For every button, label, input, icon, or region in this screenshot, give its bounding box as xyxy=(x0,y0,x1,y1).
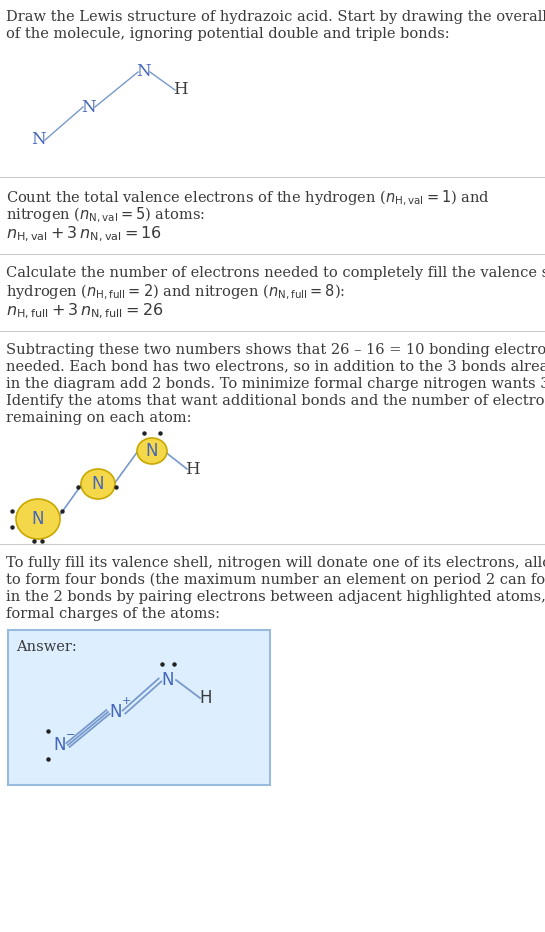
Text: Identify the atoms that want additional bonds and the number of electrons: Identify the atoms that want additional … xyxy=(6,394,545,408)
Text: To fully fill its valence shell, nitrogen will donate one of its electrons, allo: To fully fill its valence shell, nitroge… xyxy=(6,556,545,570)
Text: H: H xyxy=(200,689,212,707)
Text: nitrogen ($n_{\rm N,val} = 5$) atoms:: nitrogen ($n_{\rm N,val} = 5$) atoms: xyxy=(6,206,205,226)
Text: $n_{\rm H,val} + 3\,n_{\rm N,val} = 16$: $n_{\rm H,val} + 3\,n_{\rm N,val} = 16$ xyxy=(6,225,162,244)
Text: N: N xyxy=(136,63,150,80)
Text: Count the total valence electrons of the hydrogen ($n_{\rm H,val} = 1$) and: Count the total valence electrons of the… xyxy=(6,189,490,208)
Text: N: N xyxy=(110,703,122,721)
Text: needed. Each bond has two electrons, so in addition to the 3 bonds already prese: needed. Each bond has two electrons, so … xyxy=(6,360,545,374)
Text: H: H xyxy=(173,81,187,99)
Text: N: N xyxy=(81,99,95,116)
Text: hydrogen ($n_{\rm H,full} = 2$) and nitrogen ($n_{\rm N,full} = 8$):: hydrogen ($n_{\rm H,full} = 2$) and nitr… xyxy=(6,283,345,302)
Text: Subtracting these two numbers shows that 26 – 16 = 10 bonding electrons are: Subtracting these two numbers shows that… xyxy=(6,343,545,357)
Text: in the 2 bonds by pairing electrons between adjacent highlighted atoms, noting t: in the 2 bonds by pairing electrons betw… xyxy=(6,590,545,604)
Text: of the molecule, ignoring potential double and triple bonds:: of the molecule, ignoring potential doub… xyxy=(6,27,450,41)
Text: Calculate the number of electrons needed to completely fill the valence shells f: Calculate the number of electrons needed… xyxy=(6,266,545,280)
Text: in the diagram add 2 bonds. To minimize formal charge nitrogen wants 3 bonds.: in the diagram add 2 bonds. To minimize … xyxy=(6,377,545,391)
Text: N: N xyxy=(162,671,174,689)
Text: N: N xyxy=(146,442,158,460)
Text: $-$: $-$ xyxy=(65,728,75,738)
Ellipse shape xyxy=(137,438,167,464)
Text: $n_{\rm H,full} + 3\,n_{\rm N,full} = 26$: $n_{\rm H,full} + 3\,n_{\rm N,full} = 26… xyxy=(6,302,164,322)
Text: Draw the Lewis structure of hydrazoic acid. Start by drawing the overall structu: Draw the Lewis structure of hydrazoic ac… xyxy=(6,10,545,24)
Text: formal charges of the atoms:: formal charges of the atoms: xyxy=(6,607,220,621)
Text: N: N xyxy=(54,736,66,754)
Ellipse shape xyxy=(16,499,60,539)
Text: remaining on each atom:: remaining on each atom: xyxy=(6,411,191,425)
Text: $+$: $+$ xyxy=(121,694,131,706)
Text: N: N xyxy=(31,131,45,148)
Text: H: H xyxy=(185,460,199,477)
Text: to form four bonds (the maximum number an element on period 2 can form). Fill: to form four bonds (the maximum number a… xyxy=(6,573,545,587)
Ellipse shape xyxy=(81,469,115,499)
Text: Answer:: Answer: xyxy=(16,640,77,654)
Text: N: N xyxy=(32,510,44,528)
FancyBboxPatch shape xyxy=(8,630,270,785)
Text: N: N xyxy=(92,475,104,493)
